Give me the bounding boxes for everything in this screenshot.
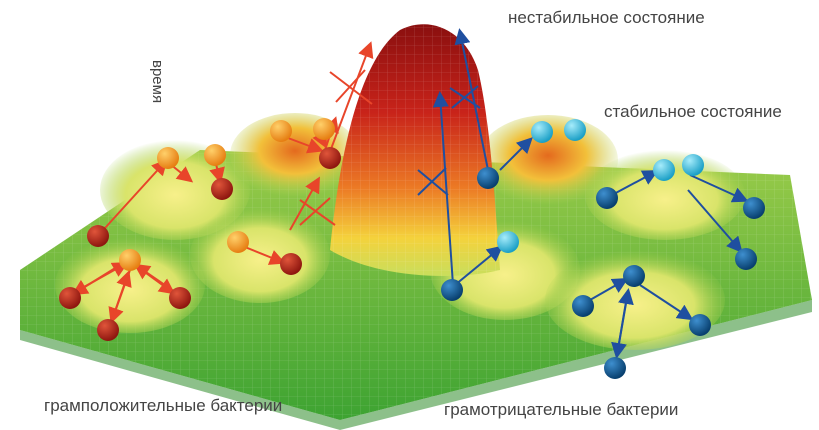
gram-negative-bacteria xyxy=(441,119,765,379)
gram-positive-bacterium-icon xyxy=(280,253,302,275)
blocked-transition-icon xyxy=(417,85,481,196)
gram-negative-bacterium-icon xyxy=(596,187,618,209)
gram-negative-bacterium-icon xyxy=(623,265,645,287)
gram-positive-bacterium-icon xyxy=(119,249,141,271)
gram-negative-bacterium-icon xyxy=(682,154,704,176)
gram-positive-bacterium-icon xyxy=(313,118,335,140)
time-axis-label: время xyxy=(149,60,166,104)
gram-positive-bacterium-icon xyxy=(169,287,191,309)
gram-negative-bacterium-icon xyxy=(497,231,519,253)
gram-negative-bacterium-icon xyxy=(441,279,463,301)
gram-positive-bacterium-icon xyxy=(211,178,233,200)
gram-negative-bacterium-icon xyxy=(477,167,499,189)
gram-positive-bacteria xyxy=(59,118,341,341)
gram-positive-bacterium-icon xyxy=(319,147,341,169)
gram-negative-bacterium-icon xyxy=(531,121,553,143)
gram-negative-bacterium-icon xyxy=(689,314,711,336)
gram-negative-bacterium-icon xyxy=(564,119,586,141)
gram-positive-bacterium-icon xyxy=(157,147,179,169)
gram-positive-bacterium-icon xyxy=(227,231,249,253)
gram-negative-bacterium-icon xyxy=(735,248,757,270)
gram-positive-bacterium-icon xyxy=(97,319,119,341)
gram-positive-bacterium-icon xyxy=(204,144,226,166)
gram-positive-label: грамположительные бактерии xyxy=(44,396,283,415)
gram-positive-bacterium-icon xyxy=(270,120,292,142)
gram-negative-label: грамотрицательные бактерии xyxy=(444,400,679,419)
gram-negative-bacterium-icon xyxy=(604,357,626,379)
gram-negative-bacterium-icon xyxy=(743,197,765,219)
gram-positive-bacterium-icon xyxy=(87,225,109,247)
gram-negative-bacterium-icon xyxy=(653,159,675,181)
unstable-state-label: нестабильное состояние xyxy=(508,8,705,27)
stable-state-label: стабильное состояние xyxy=(604,102,782,121)
gram-positive-bacterium-icon xyxy=(59,287,81,309)
blocked-transition-icon xyxy=(289,69,373,231)
gram-negative-bacterium-icon xyxy=(572,295,594,317)
